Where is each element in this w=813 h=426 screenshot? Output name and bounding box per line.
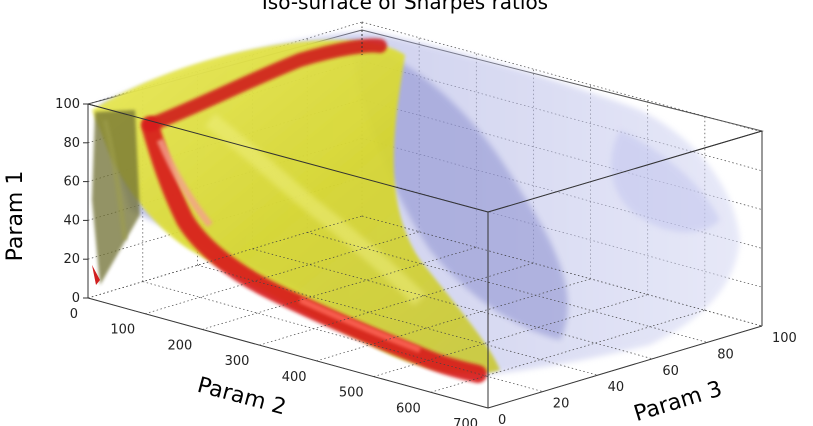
floor-grid-y	[197, 264, 598, 376]
param1-tick-label: 40	[63, 213, 80, 228]
param2-tick-label: 700	[453, 417, 478, 426]
back-grid-z	[361, 21, 763, 133]
param1-axis-label: Param 1	[3, 171, 28, 262]
param2-tick-label: 200	[167, 338, 192, 353]
param3-axis-ticks: 0 20 40 60 80 100	[498, 331, 797, 426]
floor-grid-lines	[87, 215, 763, 409]
param1-tick-label: 20	[63, 252, 80, 267]
param1-tick-label: 0	[72, 291, 80, 306]
param3-tick-label: 80	[717, 347, 734, 362]
param2-tick-label: 400	[282, 370, 307, 385]
param3-tick-label: 20	[553, 397, 570, 412]
chart-title: Iso-surface of Sharpes ratios	[262, 0, 548, 14]
floor-grid-y	[307, 232, 708, 343]
param2-tick-label: 300	[225, 354, 250, 369]
param3-tick-label: 100	[772, 331, 797, 346]
param2-tick-label: 600	[396, 401, 421, 416]
floor-grid-y	[87, 297, 489, 409]
param3-tick-label: 40	[608, 380, 625, 395]
param2-tick-label: 0	[70, 307, 78, 322]
param1-tick-label: 60	[63, 175, 80, 190]
floor-grid-y	[142, 281, 543, 392]
floor-grid-y	[361, 215, 763, 327]
param3-axis-label: Param 3	[631, 377, 725, 426]
param3-tick-label: 60	[662, 364, 679, 379]
param2-axis-label: Param 2	[195, 373, 289, 421]
param2-tick-label: 500	[339, 386, 364, 401]
param3-tick-label: 0	[498, 413, 506, 426]
floor-grid-y	[252, 248, 653, 360]
param2-tick-label: 100	[110, 323, 135, 338]
param1-tick-label: 80	[63, 136, 80, 151]
middle-isosurface	[92, 40, 500, 374]
param1-tick-label: 100	[55, 97, 80, 112]
param2-axis-ticks: 0 100 200 300 400 500 600 700	[70, 307, 478, 426]
param1-axis-ticks: 0 20 40 60 80 100	[55, 97, 88, 306]
